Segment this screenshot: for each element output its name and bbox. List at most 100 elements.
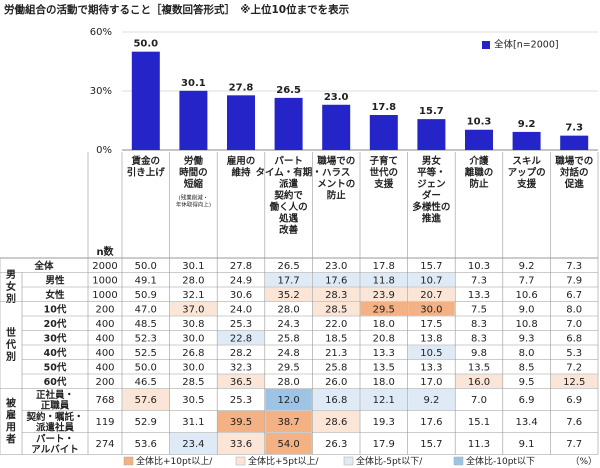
legend-swatch [453,456,464,466]
legend-label: 全体比-10pt以下 [466,455,535,467]
table-cell: 23.0 [325,261,347,272]
table-cell: 17.7 [277,275,299,286]
n-header: n数 [96,245,114,258]
table-cell: 8.5 [519,362,535,373]
highlight-cell [312,273,360,287]
table-cell: 46.5 [135,377,157,388]
table-cell: 26.8 [182,348,204,359]
table-cell: 32.1 [182,290,204,301]
highlight-cell [170,433,217,454]
row-label: 10代 [44,303,67,315]
table-cell: 31.1 [182,417,204,428]
table-cell: 10.8 [515,319,537,330]
column-header: 雇用の維持 [227,155,256,179]
table-cell: 9.2 [519,261,535,272]
table-cell: 13.5 [373,362,395,373]
table-cell: 10.7 [420,275,442,286]
highlight-cell [408,273,455,287]
table-cell: 23.4 [182,439,204,450]
table-cell: 6.9 [519,395,535,406]
table-cell: 11.3 [468,439,490,450]
column-header: 労働時間の短縮 [179,155,208,190]
table-cell: 50.0 [135,362,157,373]
table-cell: 37.0 [182,304,204,315]
highlight-cell [265,273,312,287]
bar [417,119,446,150]
table-cell: 7.9 [566,275,582,286]
table-cell: 7.2 [566,362,582,373]
row-label: 女性 [45,288,65,300]
table-cell: 23.9 [373,290,395,301]
highlight-cell [217,433,265,454]
table-cell: 26.5 [277,261,299,272]
y-tick-label: 30% [90,86,112,97]
row-n: 400 [95,333,114,344]
table-cell: 7.7 [566,439,582,450]
legend-swatch [343,456,354,466]
bar [131,51,160,150]
table-cell: 30.8 [182,319,204,330]
table-cell: 18.0 [373,377,395,388]
highlight-cell [360,287,408,301]
group-label: 被雇用者 [5,397,17,446]
legend-label: 全体比+5pt以上/ [248,455,320,467]
highlight-cell [312,287,360,301]
highlight-cell [312,389,360,410]
column-header: 子育て世代の支援 [370,155,399,190]
group-label: 世代別 [5,326,16,363]
row-n: 768 [95,395,114,406]
highlight-cell [360,389,408,410]
row-label: 40代 [44,346,67,358]
highlight-cell [170,302,217,316]
table-cell: 17.5 [420,319,442,330]
table-cell: 5.3 [566,348,582,359]
row-label: 20代 [44,317,67,329]
column-header: 職場でのハラスメントの防止 [317,155,355,202]
legend-label: 全体[n=2000] [494,39,559,51]
data-label: 26.5 [276,85,301,96]
table-cell: 30.5 [182,395,204,406]
table-cell: 50.0 [135,261,157,272]
table-cell: 25.8 [277,333,299,344]
table-cell: 24.8 [277,348,299,359]
table-cell: 12.0 [277,395,299,406]
table-cell: 29.5 [277,362,299,373]
table-cell: 53.6 [135,439,157,450]
table-cell: 7.0 [471,395,487,406]
table-cell: 28.3 [325,290,347,301]
highlight-cell [265,287,312,301]
table-cell: 21.3 [325,348,347,359]
table-cell: 26.3 [325,439,347,450]
table-cell: 17.6 [420,417,442,428]
table-cell: 9.8 [471,348,487,359]
row-label: 全体 [33,259,54,271]
table-cell: 7.5 [471,304,487,315]
bar [560,135,589,150]
table-cell: 9.5 [519,377,535,388]
column-header: スキルアップの支援 [508,156,546,190]
legend-label: 全体比+10pt以上/ [136,455,213,467]
row-n: 400 [95,319,114,330]
table-cell: 57.6 [135,395,157,406]
table-cell: 15.7 [420,439,442,450]
unit-label: （%） [570,456,597,467]
highlight-cell [312,411,360,432]
highlight-cell [312,302,360,316]
table-cell: 52.3 [135,333,157,344]
highlight-cell [455,374,503,388]
chart-title: 労働組合の活動で期待すること［複数回答形式］ ※上位10位までを表示 [4,3,350,16]
table-cell: 13.5 [468,362,490,373]
table-cell: 24.9 [230,275,252,286]
table-cell: 16.0 [468,377,490,388]
table-cell: 24.0 [230,304,252,315]
highlight-cell [265,389,312,410]
bar [512,131,541,150]
table-cell: 28.5 [325,304,347,315]
group-label: 男女別 [5,269,16,305]
data-label: 15.7 [419,106,444,117]
column-header: 介護離職の防止 [465,155,494,190]
table-cell: 15.7 [420,261,442,272]
table-cell: 19.3 [373,417,395,428]
table-cell: 18.5 [325,333,347,344]
table-cell: 6.7 [566,290,582,301]
